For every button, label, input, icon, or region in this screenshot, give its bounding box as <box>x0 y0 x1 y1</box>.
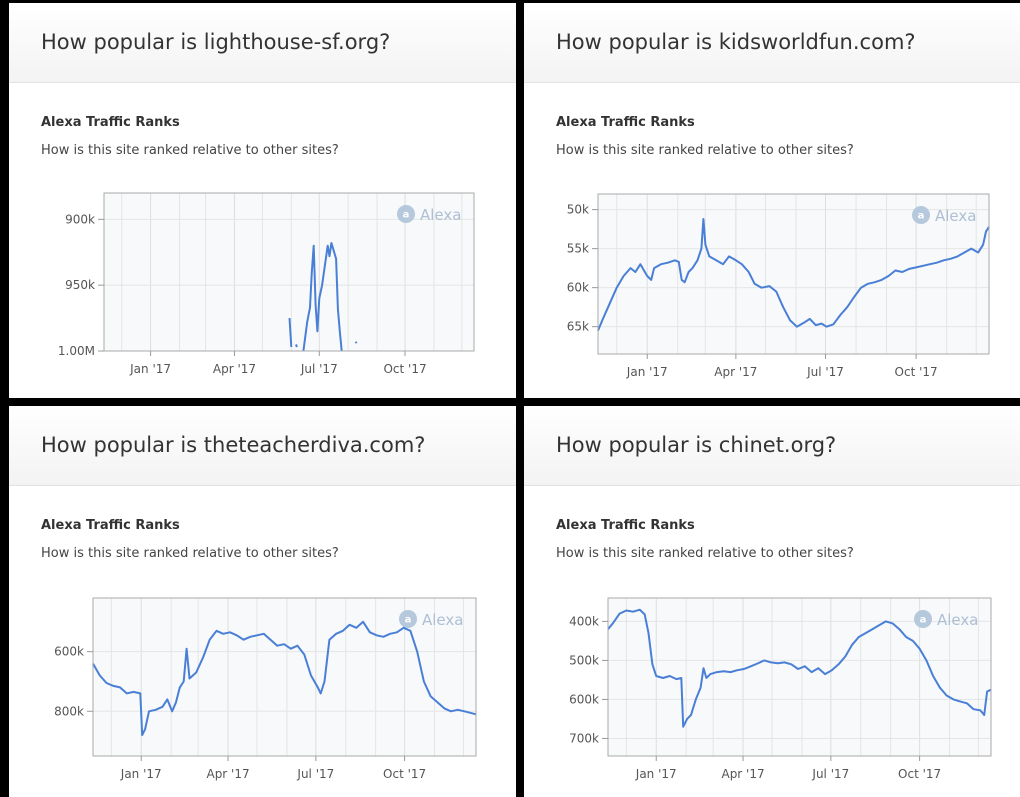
section-subtitle: How is this site ranked relative to othe… <box>556 143 854 158</box>
panel-title: How popular is lighthouse-sf.org? <box>41 30 391 54</box>
y-tick-label: 400k <box>569 614 599 628</box>
y-tick-label: 600k <box>54 645 84 659</box>
alexa-watermark: Alexa <box>935 207 976 225</box>
panel-theteacherdiva: How popular is theteacherdiva.com? Alexa… <box>9 406 516 797</box>
panel-header: How popular is chinet.org? <box>524 406 1020 486</box>
x-tick-label: Apr '17 <box>714 365 757 379</box>
x-tick-label: Oct '17 <box>895 365 938 379</box>
alexa-logo-icon <box>399 610 417 628</box>
x-tick-label: Oct '17 <box>383 362 426 376</box>
panel-chinet: How popular is chinet.org? Alexa Traffic… <box>524 406 1020 797</box>
x-tick-label: Oct '17 <box>898 767 941 781</box>
section-title: Alexa Traffic Ranks <box>556 115 695 130</box>
traffic-rank-chart: a Alexa 600k 800k Jan '17 Apr '17 Jul '17 Oct '… <box>54 597 477 781</box>
y-tick-label: 500k <box>569 653 599 667</box>
rank-series-line <box>607 608 992 728</box>
section-subtitle: How is this site ranked relative to othe… <box>556 546 854 561</box>
rank-series-line <box>92 620 477 737</box>
alexa-logo-icon <box>397 205 415 223</box>
traffic-rank-chart: a Alexa 400k 500k 600k 700k Jan '17 Apr '17 Jul … <box>569 597 992 781</box>
y-tick-label: 900k <box>65 212 95 226</box>
panel-lighthouse-sf: How popular is lighthouse-sf.org? Alexa … <box>9 3 516 398</box>
x-tick-label: Apr '17 <box>213 362 256 376</box>
plot-area <box>104 193 474 351</box>
alexa-watermark: Alexa <box>422 611 463 629</box>
panel-kidsworldfun: How popular is kidsworldfun.com? Alexa T… <box>524 3 1020 398</box>
alexa-watermark: Alexa <box>937 611 978 629</box>
rank-series-line <box>295 344 298 348</box>
panel-header: How popular is lighthouse-sf.org? <box>9 3 516 83</box>
traffic-rank-chart: a Alexa 900k 950k 1.00M Jan '17 Apr '17 Jul '17… <box>58 192 475 376</box>
section-subtitle: How is this site ranked relative to othe… <box>41 143 339 158</box>
x-tick-label: Jul '17 <box>300 362 338 376</box>
x-tick-label: Apr '17 <box>721 767 764 781</box>
plot-frame <box>92 597 477 757</box>
x-tick-label: Apr '17 <box>206 767 249 781</box>
section-title: Alexa Traffic Ranks <box>41 115 180 130</box>
x-tick-label: Jul '17 <box>296 767 334 781</box>
alexa-logo-letter: a <box>920 615 927 626</box>
y-tick-label: 65k <box>567 320 589 334</box>
alexa-watermark: Alexa <box>420 206 461 224</box>
panel-header: How popular is kidsworldfun.com? <box>524 3 1020 83</box>
alexa-logo-icon <box>914 610 932 628</box>
panel-header: How popular is theteacherdiva.com? <box>9 406 516 486</box>
y-tick-label: 50k <box>567 203 589 217</box>
x-tick-label: Oct '17 <box>383 767 426 781</box>
panel-title: How popular is theteacherdiva.com? <box>41 433 426 457</box>
x-tick-label: Jan '17 <box>635 767 677 781</box>
alexa-logo-letter: a <box>405 615 412 626</box>
y-tick-label: 55k <box>567 242 589 256</box>
rank-series-line <box>302 242 343 352</box>
section-title: Alexa Traffic Ranks <box>556 518 695 533</box>
panel-title: How popular is chinet.org? <box>556 433 837 457</box>
alexa-logo-icon <box>912 206 930 224</box>
section-subtitle: How is this site ranked relative to othe… <box>41 546 339 561</box>
rank-series-line <box>288 318 293 348</box>
x-tick-label: Jan '17 <box>120 767 162 781</box>
x-tick-label: Jul '17 <box>811 767 849 781</box>
y-tick-label: 600k <box>569 692 599 706</box>
y-tick-label: 1.00M <box>58 344 95 358</box>
y-tick-label: 700k <box>569 731 599 745</box>
plot-frame <box>103 192 475 352</box>
plot-area <box>93 598 476 756</box>
x-tick-label: Jul '17 <box>806 365 844 379</box>
plot-area <box>598 194 989 354</box>
traffic-rank-chart: a Alexa 50k 55k 60k 65k Jan '17 Apr '17 Jul '17 O… <box>567 193 990 379</box>
rank-series-line <box>597 218 990 331</box>
y-tick-label: 800k <box>54 704 84 718</box>
panel-title: How popular is kidsworldfun.com? <box>556 30 916 54</box>
y-tick-label: 60k <box>567 281 589 295</box>
x-tick-label: Jan '17 <box>626 365 668 379</box>
section-title: Alexa Traffic Ranks <box>41 518 180 533</box>
y-tick-label: 950k <box>65 278 95 292</box>
plot-frame <box>607 597 992 757</box>
rank-series-line <box>354 341 358 344</box>
x-tick-label: Jan '17 <box>129 362 171 376</box>
alexa-logo-letter: a <box>918 211 925 222</box>
plot-frame <box>597 193 990 355</box>
alexa-logo-letter: a <box>403 210 410 221</box>
